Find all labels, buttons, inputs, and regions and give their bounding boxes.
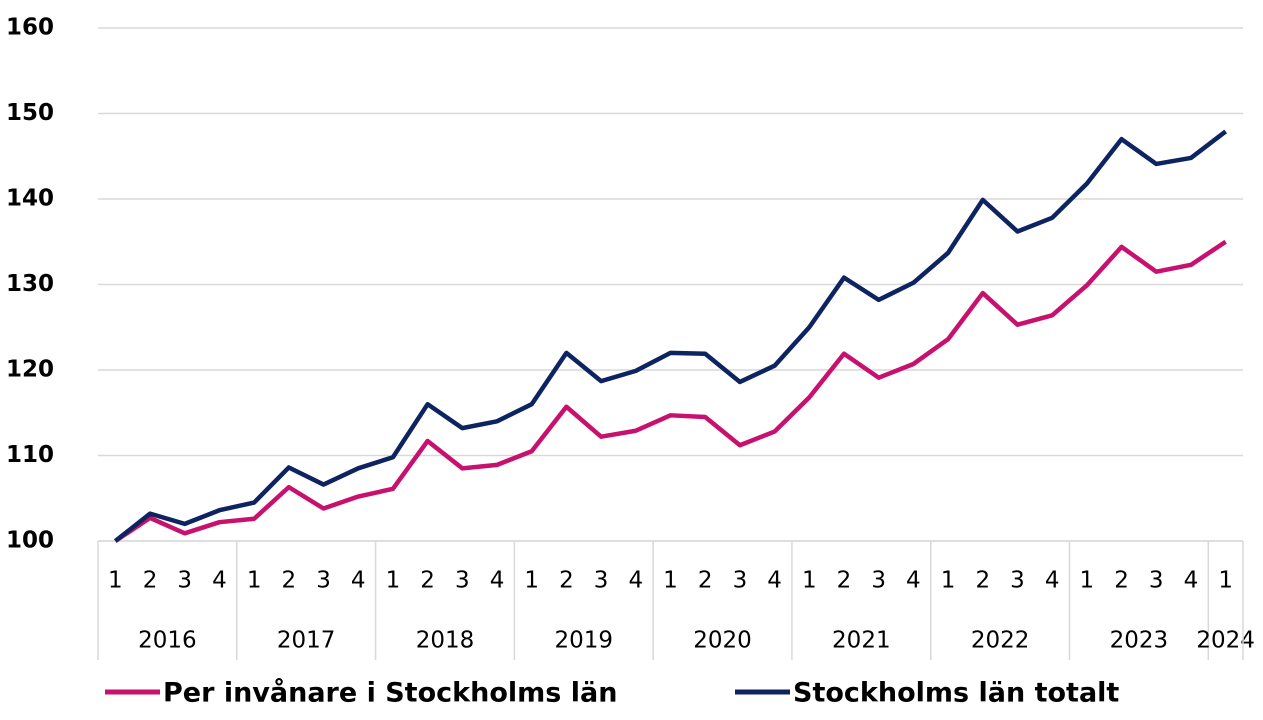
x-group-label: 2020 [693,628,752,654]
x-tick-label: 2 [559,568,574,594]
x-tick-label: 4 [1045,568,1060,594]
y-tick-label: 160 [6,15,54,41]
x-tick-label: 3 [316,568,331,594]
x-tick-label: 1 [524,568,539,594]
x-tick-label: 1 [386,568,401,594]
x-group-label: 2019 [554,628,613,654]
x-tick-label: 2 [975,568,990,594]
y-tick-label: 130 [6,271,54,297]
x-tick-label: 3 [871,568,886,594]
x-group-label: 2016 [138,628,197,654]
y-tick-label: 100 [6,528,54,554]
x-group-label: 2018 [416,628,475,654]
x-tick-label: 4 [767,568,782,594]
x-tick-label: 4 [1184,568,1199,594]
x-tick-label: 2 [282,568,297,594]
x-tick-label: 2 [698,568,713,594]
x-tick-label: 1 [108,568,123,594]
legend-label: Per invånare i Stockholms län [163,677,617,709]
x-tick-label: 3 [177,568,192,594]
legend-label: Stockholms län totalt [793,678,1119,709]
x-tick-label: 2 [143,568,158,594]
y-tick-label: 140 [6,186,54,212]
x-group-label: 2023 [1110,628,1169,654]
x-tick-label: 4 [906,568,921,594]
x-tick-label: 4 [490,568,505,594]
y-tick-label: 120 [6,357,54,383]
x-tick-label: 3 [1149,568,1164,594]
x-tick-label: 4 [351,568,366,594]
x-group-label: 2022 [971,628,1030,654]
y-tick-label: 110 [6,442,54,468]
y-tick-label: 150 [6,100,54,126]
x-tick-label: 2 [420,568,435,594]
x-tick-label: 3 [733,568,748,594]
x-tick-label: 2 [1114,568,1129,594]
x-group-label: 2021 [832,628,891,654]
x-tick-label: 1 [802,568,817,594]
x-tick-label: 3 [594,568,609,594]
x-tick-label: 3 [1010,568,1025,594]
x-group-label: 2017 [277,628,336,654]
x-tick-label: 1 [1218,568,1233,594]
x-tick-label: 3 [455,568,470,594]
x-tick-label: 4 [628,568,643,594]
series-line [113,129,1228,543]
x-tick-label: 1 [941,568,956,594]
x-group-label: 2024 [1196,628,1255,654]
x-tick-label: 1 [1080,568,1095,594]
x-tick-label: 2 [837,568,852,594]
x-tick-label: 1 [663,568,678,594]
x-tick-label: 1 [247,568,262,594]
x-tick-label: 4 [212,568,227,594]
series-line [114,239,1227,543]
